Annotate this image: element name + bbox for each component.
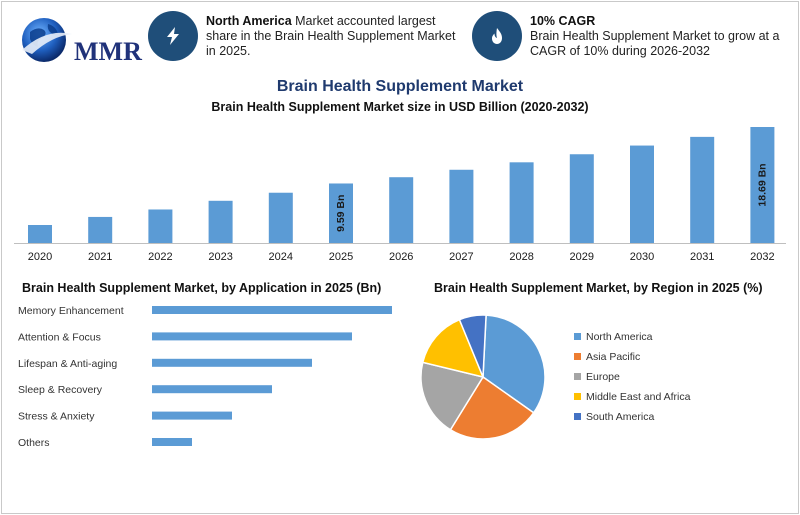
pie-slice <box>449 375 535 440</box>
highlight-bold-2: 10% CAGR <box>530 14 596 28</box>
bar-2024 <box>268 192 293 243</box>
pie-slice <box>482 314 546 414</box>
legend-label: Middle East and Africa <box>586 391 691 403</box>
application-label: Sleep & Recovery <box>18 384 103 396</box>
x-tick-label: 2021 <box>88 251 112 263</box>
application-label: Attention & Focus <box>18 331 101 343</box>
highlight-icon-2 <box>472 11 522 61</box>
application-bar-chart: Memory Enhancement Attention & Focus Lifes… <box>18 305 392 449</box>
page-title: Brain Health Supplement Market <box>276 78 524 95</box>
bar-data-label: 18.69 Bn <box>756 163 768 206</box>
globe-icon <box>22 18 72 62</box>
legend-swatch <box>574 413 581 420</box>
region-pie-chart: North America Asia Pacific Europe Middle Ea… <box>420 314 691 440</box>
bar-2021 <box>88 216 113 243</box>
bar-2028 <box>509 162 534 243</box>
chart-subtitle: Brain Health Supplement Market size in U… <box>211 100 589 114</box>
highlight-text-1: North America Market accounted largest s… <box>206 14 456 59</box>
bar-2029 <box>569 154 594 243</box>
bar-2023 <box>208 200 233 243</box>
legend-label: South America <box>586 411 654 423</box>
legend-swatch <box>574 333 581 340</box>
lightning-icon <box>167 27 179 45</box>
legend-swatch <box>574 393 581 400</box>
pie-slice <box>420 361 485 431</box>
application-label: Stress & Anxiety <box>18 411 95 423</box>
x-tick-label: 2023 <box>208 251 232 263</box>
legend-label: Asia Pacific <box>586 351 640 363</box>
x-tick-label: 2025 <box>329 251 353 263</box>
bar-2022 <box>148 209 173 243</box>
application-bar <box>152 358 312 367</box>
application-bar <box>152 385 272 394</box>
bar-2027 <box>449 169 474 243</box>
application-label: Lifespan & Anti-aging <box>18 358 117 370</box>
x-tick-label: 2031 <box>690 251 714 263</box>
logo-text: MMR <box>74 37 142 66</box>
legend-swatch <box>574 353 581 360</box>
x-tick-label: 2020 <box>28 251 52 263</box>
highlight-body-2: Brain Health Supplement Market to grow a… <box>530 29 780 58</box>
application-chart-title: Brain Health Supplement Market, by Appli… <box>22 281 382 295</box>
application-bar <box>152 438 192 446</box>
legend-swatch <box>574 373 581 380</box>
x-tick-label: 2030 <box>630 251 654 263</box>
bar-data-label: 9.59 Bn <box>335 195 347 232</box>
bar-2026 <box>389 177 414 243</box>
logo: MMR <box>16 10 142 70</box>
x-tick-label: 2027 <box>449 251 473 263</box>
legend-label: Europe <box>586 371 620 383</box>
legend-label: North America <box>586 331 653 343</box>
bar-2031 <box>690 136 715 243</box>
region-chart-title: Brain Health Supplement Market, by Regio… <box>434 281 763 295</box>
highlight-icon-1 <box>148 11 198 61</box>
flame-icon <box>492 28 502 44</box>
application-label: Memory Enhancement <box>18 305 124 317</box>
highlight-bold-1: North America <box>206 14 292 28</box>
x-tick-label: 2032 <box>750 251 774 263</box>
pie-slice <box>458 314 487 378</box>
x-tick-label: 2029 <box>570 251 594 263</box>
x-tick-label: 2024 <box>269 251 293 263</box>
x-tick-label: 2026 <box>389 251 413 263</box>
market-size-bar-chart: 2020 2021 2022 2023 2024 2025 2026 2027 2028 2029… <box>14 127 786 263</box>
highlight-body-1: Market accounted largest share in the Br… <box>206 14 456 58</box>
bar-2030 <box>630 145 654 243</box>
application-label: Others <box>18 437 50 449</box>
x-tick-label: 2022 <box>148 251 172 263</box>
x-tick-label: 2028 <box>509 251 533 263</box>
application-bar <box>152 306 392 314</box>
application-bar <box>152 332 352 341</box>
bar-2032 <box>750 127 775 243</box>
bar-2020 <box>28 225 52 243</box>
bar-2025 <box>329 183 353 243</box>
highlight-text-2: 10% CAGR Brain Health Supplement Market … <box>530 14 785 59</box>
application-bar <box>152 411 232 420</box>
pie-slice <box>421 318 485 379</box>
